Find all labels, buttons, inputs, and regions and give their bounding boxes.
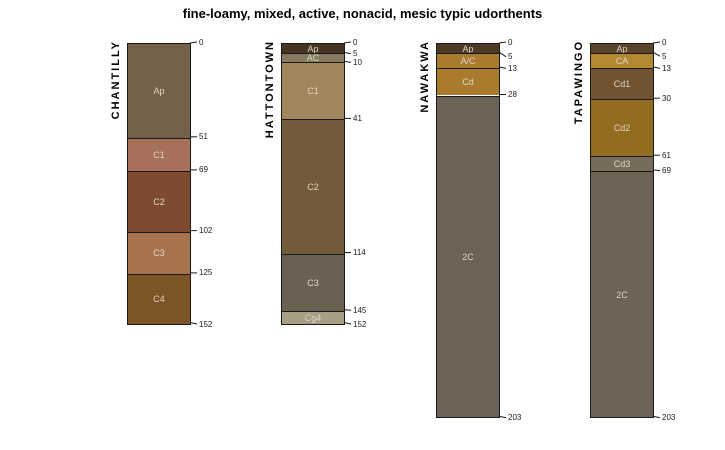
horizon-label: Cd3 bbox=[613, 159, 631, 170]
horizon-label: C2 bbox=[153, 196, 165, 207]
depth-tick-label-chantilly-51: 51 bbox=[199, 132, 208, 142]
horizon-label: C3 bbox=[307, 277, 319, 288]
depth-tick-label-nawakwa-13: 13 bbox=[508, 63, 517, 73]
horizon-hattontown-ac: AC bbox=[282, 53, 344, 64]
series-label-chantilly: CHANTILLY bbox=[110, 40, 122, 120]
horizon-label: Cg4 bbox=[304, 312, 322, 323]
horizon-tapawingo-cd3: Cd3 bbox=[591, 156, 653, 171]
horizon-hattontown-c2: C2 bbox=[282, 119, 344, 254]
horizon-nawakwa-2c: 2C bbox=[437, 95, 499, 418]
horizon-tapawingo-2c: 2C bbox=[591, 170, 653, 418]
depth-tick-label-tapawingo-69: 69 bbox=[662, 166, 671, 176]
horizon-label: 2C bbox=[462, 251, 474, 262]
horizon-label: Ap bbox=[462, 43, 474, 54]
depth-tick-label-chantilly-69: 69 bbox=[199, 165, 208, 175]
horizon-tapawingo-ap: Ap bbox=[591, 43, 653, 54]
horizon-chantilly-c1: C1 bbox=[128, 137, 190, 171]
depth-tick-label-chantilly-152: 152 bbox=[199, 319, 213, 329]
horizon-label: Cd bbox=[462, 77, 474, 88]
depth-tick-label-hattontown-114: 114 bbox=[353, 248, 366, 258]
soil-column-tapawingo: Ap CA Cd1 Cd2 Cd3 2C bbox=[590, 43, 654, 419]
horizon-hattontown-cg4: Cg4 bbox=[282, 310, 344, 324]
horizon-label: Ap bbox=[153, 85, 165, 96]
depth-tick-label-nawakwa-203: 203 bbox=[508, 413, 522, 423]
page-title: fine-loamy, mixed, active, nonacid, mesi… bbox=[182, 6, 543, 21]
depth-tick-label-nawakwa-28: 28 bbox=[508, 90, 517, 99]
horizon-hattontown-c1: C1 bbox=[282, 62, 344, 120]
horizon-nawakwa-ap: Ap bbox=[437, 43, 499, 54]
depth-axis-hattontown bbox=[343, 41, 352, 325]
depth-tick-label-tapawingo-5: 5 bbox=[662, 51, 667, 61]
depth-tick-label-hattontown-152: 152 bbox=[353, 319, 367, 329]
depth-tick-label-chantilly-0: 0 bbox=[199, 37, 204, 47]
depth-tick-label-hattontown-145: 145 bbox=[353, 305, 367, 315]
depth-tick-label-nawakwa-0: 0 bbox=[508, 37, 513, 47]
horizon-label: Cd1 bbox=[613, 79, 631, 90]
depth-axis-chantilly bbox=[189, 41, 198, 325]
horizon-hattontown-c3: C3 bbox=[282, 253, 344, 311]
horizon-chantilly-c3: C3 bbox=[128, 231, 190, 274]
horizon-tapawingo-cd1: Cd1 bbox=[591, 67, 653, 100]
depth-axis-nawakwa bbox=[498, 41, 507, 419]
depth-tick-label-tapawingo-30: 30 bbox=[662, 93, 671, 103]
depth-tick-label-chantilly-125: 125 bbox=[199, 268, 213, 278]
horizon-tapawingo-cd2: Cd2 bbox=[591, 99, 653, 157]
series-label-tapawingo: TAPAWINGO bbox=[573, 40, 585, 125]
horizon-chantilly-c2: C2 bbox=[128, 170, 190, 232]
horizon-label: 2C bbox=[616, 289, 628, 300]
depth-axis-tapawingo bbox=[652, 41, 661, 419]
depth-tick-label-tapawingo-61: 61 bbox=[662, 150, 671, 160]
series-label-nawakwa: NAWAKWA bbox=[419, 40, 431, 113]
horizon-tapawingo-ca: CA bbox=[591, 53, 653, 68]
horizon-label: AC bbox=[306, 53, 320, 64]
horizon-label: A/C bbox=[460, 56, 476, 67]
horizon-chantilly-ap: Ap bbox=[128, 44, 190, 138]
series-label-hattontown: HATTONTOWN bbox=[264, 40, 276, 139]
soil-column-hattontown: Ap AC C1 C2 C3 Cg4 bbox=[281, 43, 345, 325]
horizon-label: C3 bbox=[153, 248, 165, 259]
depth-tick-label-tapawingo-203: 203 bbox=[662, 413, 676, 423]
horizon-hattontown-ap: Ap bbox=[282, 43, 344, 54]
depth-tick-label-hattontown-5: 5 bbox=[353, 49, 358, 59]
depth-tick-label-nawakwa-5: 5 bbox=[508, 52, 513, 62]
horizon-label: Cd2 bbox=[613, 123, 631, 134]
horizon-label: Ap bbox=[307, 43, 319, 54]
depth-tick-label-chantilly-102: 102 bbox=[199, 226, 213, 236]
depth-tick-label-tapawingo-0: 0 bbox=[662, 37, 667, 47]
depth-tick-label-hattontown-41: 41 bbox=[353, 113, 362, 123]
horizon-chantilly-c4: C4 bbox=[128, 273, 190, 324]
horizon-label: C2 bbox=[307, 181, 319, 192]
horizon-nawakwa-ac: A/C bbox=[437, 53, 499, 68]
depth-tick-label-hattontown-10: 10 bbox=[353, 57, 362, 67]
soil-column-nawakwa: Ap A/C Cd 2C bbox=[436, 43, 500, 419]
depth-tick-label-tapawingo-13: 13 bbox=[662, 63, 671, 73]
horizon-label: C4 bbox=[153, 294, 165, 305]
soil-column-chantilly: Ap C1 C2 C3 C4 bbox=[127, 43, 191, 325]
horizon-label: Ap bbox=[616, 43, 628, 54]
depth-tick-label-hattontown-0: 0 bbox=[353, 37, 358, 47]
horizon-label: C1 bbox=[307, 86, 319, 97]
horizon-label: CA bbox=[615, 56, 629, 67]
horizon-label: C1 bbox=[153, 149, 165, 160]
horizon-nawakwa-cd: Cd bbox=[437, 67, 499, 96]
